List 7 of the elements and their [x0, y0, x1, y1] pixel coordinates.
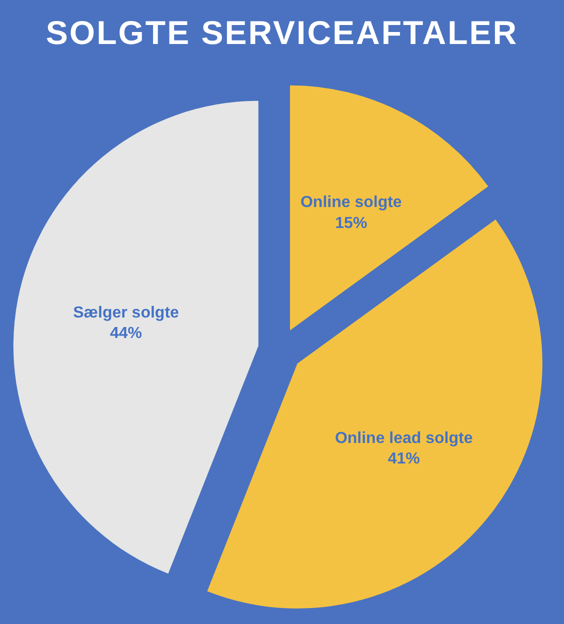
slice-label: Online lead solgte: [334, 430, 473, 447]
slice-label: Sælger solgte: [73, 304, 180, 322]
data-label: 44%: [110, 325, 142, 342]
data-label: 15%: [335, 214, 368, 232]
chart-title: SOLGTE SERVICEAFTALER: [46, 14, 518, 51]
slice-label: Online solgte: [300, 194, 402, 212]
data-label: 41%: [388, 450, 420, 468]
